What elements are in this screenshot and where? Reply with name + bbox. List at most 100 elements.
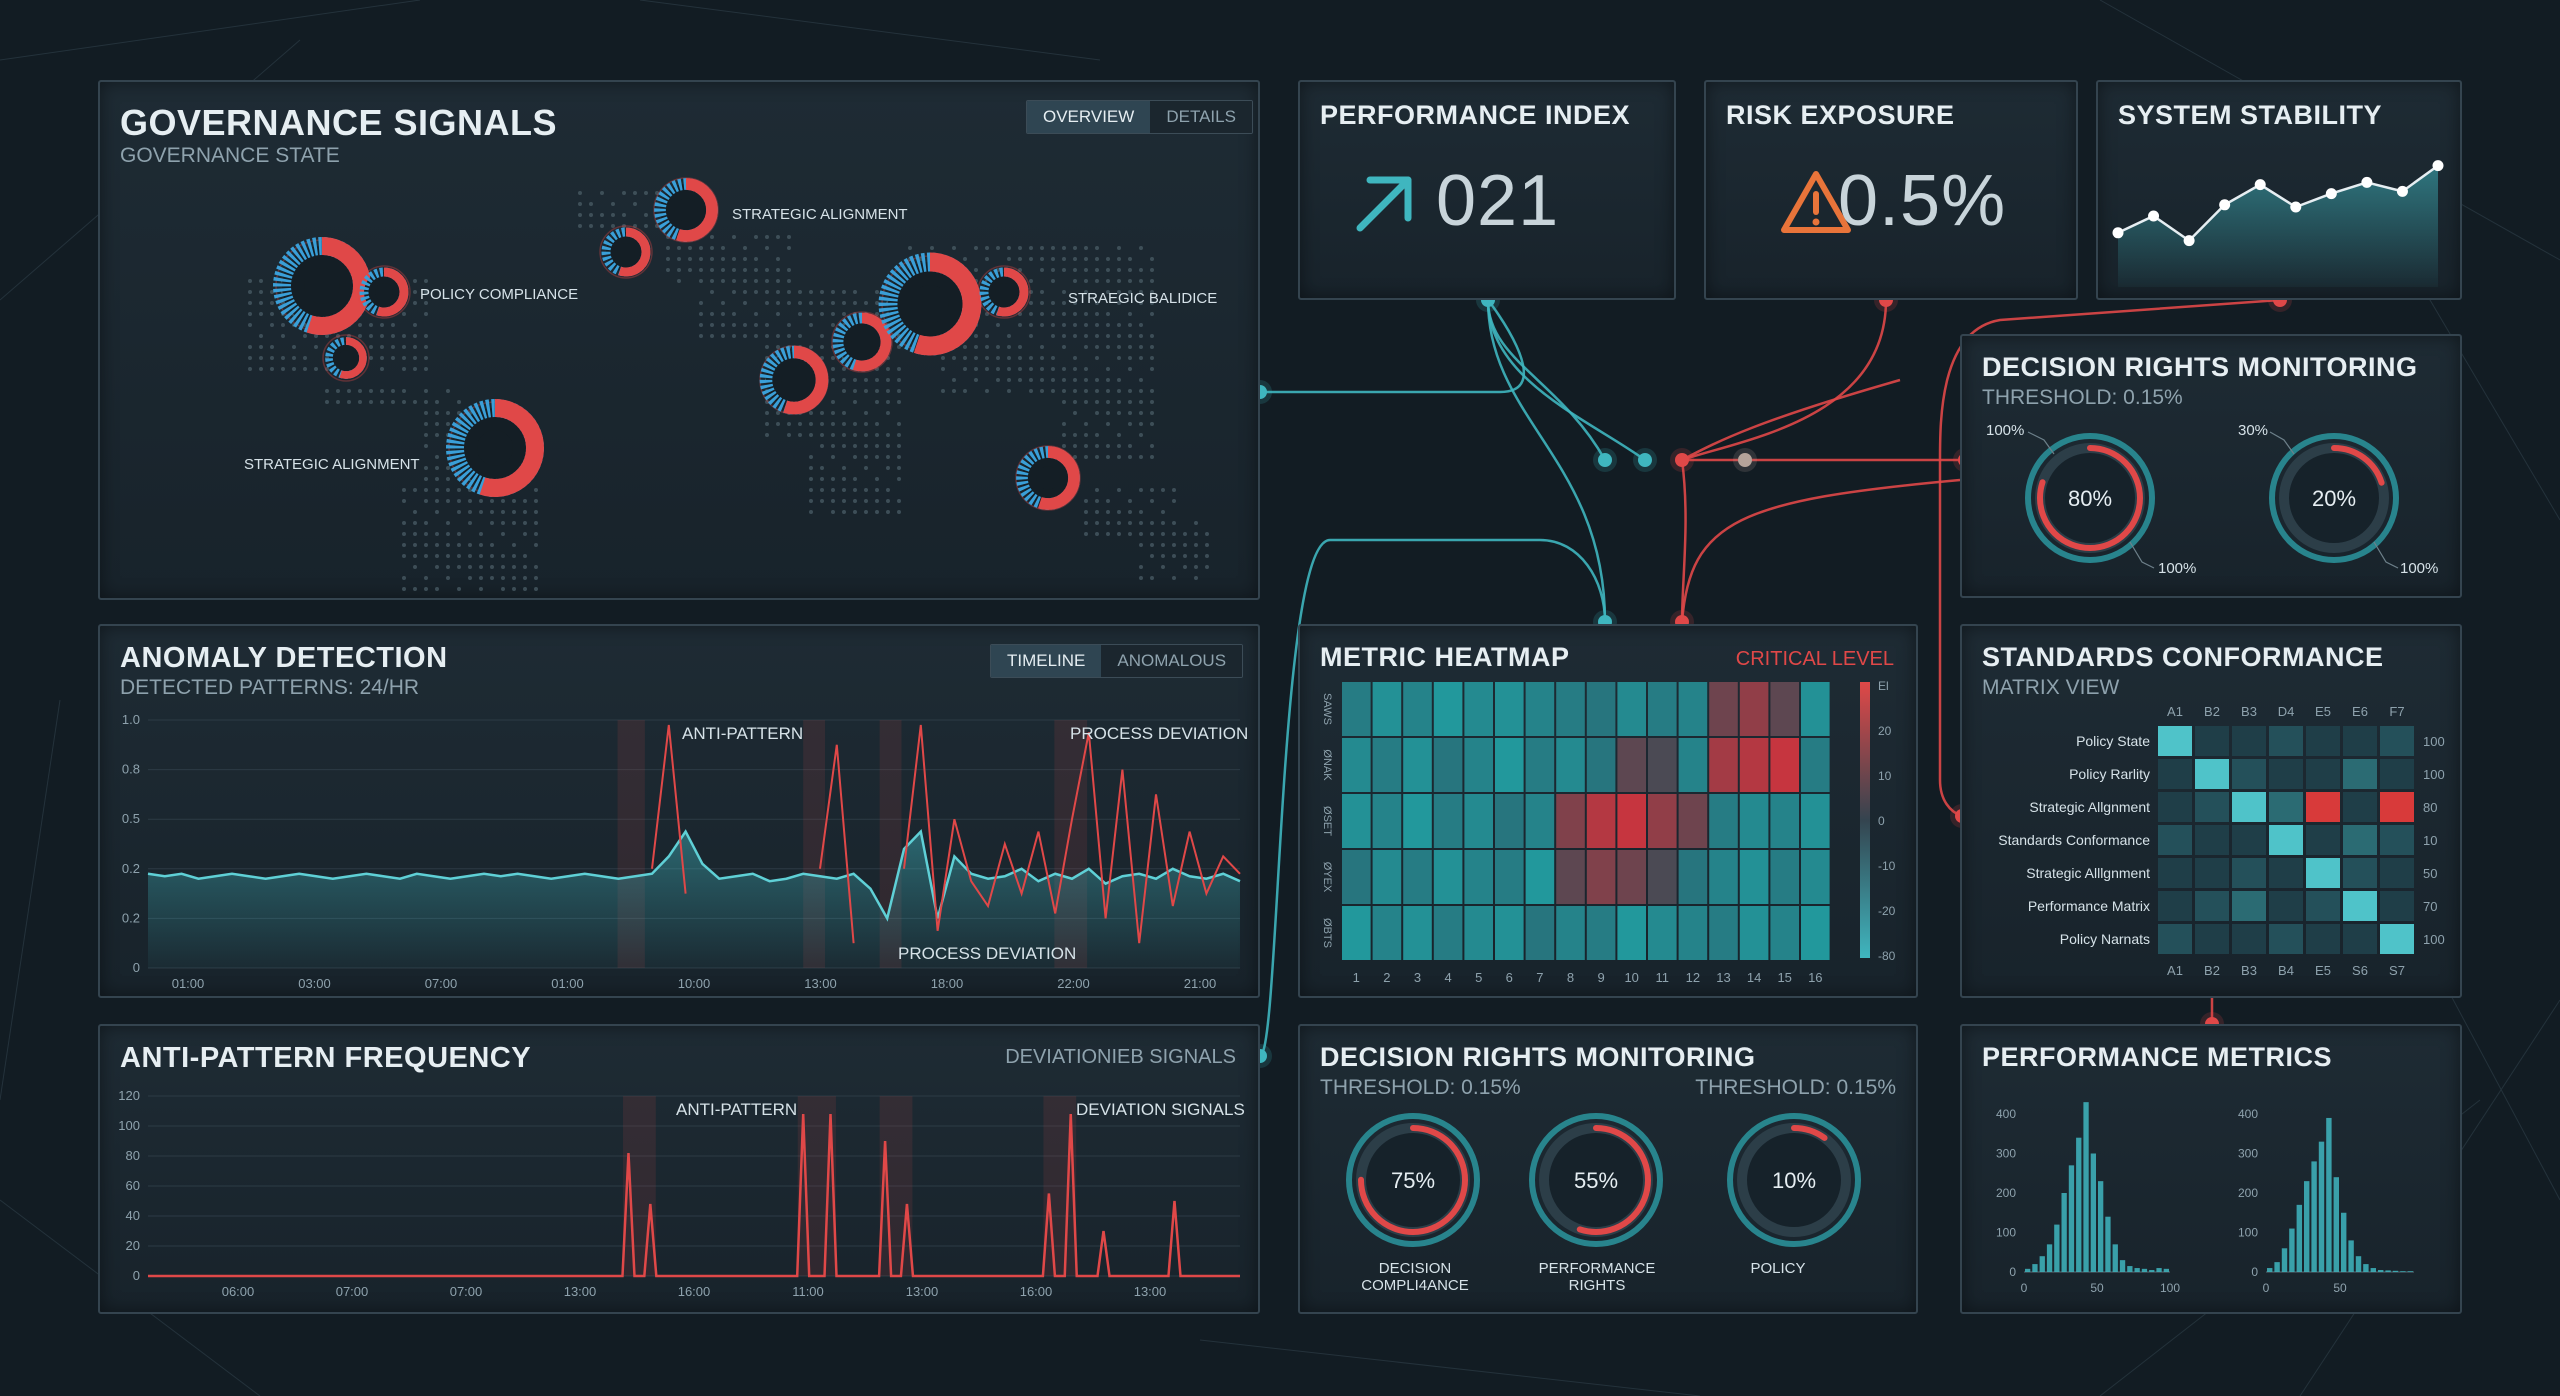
map-dot <box>1007 246 1011 250</box>
matrix-cell <box>2306 726 2340 756</box>
map-dot <box>710 334 714 338</box>
heatmap-cell <box>1739 906 1769 960</box>
map-dot <box>666 246 670 250</box>
gauge-b1-value: 75% <box>1391 1168 1435 1193</box>
matrix-cell <box>2380 726 2414 756</box>
map-dot <box>380 400 384 404</box>
heatmap-cell <box>1770 794 1799 848</box>
map-dot <box>413 345 417 349</box>
map-dot <box>424 301 428 305</box>
histogram-bar <box>2098 1181 2104 1272</box>
map-dot <box>1194 543 1198 547</box>
heatmap-cell <box>1801 738 1830 792</box>
map-dot <box>941 389 945 393</box>
map-dot <box>952 378 956 382</box>
map-dot <box>820 411 824 415</box>
histogram-bar <box>2370 1268 2376 1272</box>
conformance-matrix: A1 B2 B3 D4 E5 E6 F7 A1 B2 B3 B4 E5 S6 S7 Policy State… <box>1998 704 2445 978</box>
map-dot <box>523 576 527 580</box>
map-dot <box>1062 246 1066 250</box>
gauge-2-bottom-label: 100% <box>2400 560 2439 577</box>
heatmap-cell <box>1433 906 1463 960</box>
map-dot <box>435 543 439 547</box>
map-dot <box>534 587 538 591</box>
map-dot <box>765 246 769 250</box>
map-dot <box>468 499 472 503</box>
map-dot <box>468 521 472 525</box>
tab-overview[interactable]: OVERVIEW <box>1027 101 1151 133</box>
map-dot <box>479 565 483 569</box>
map-dot <box>842 477 846 481</box>
map-dot <box>1161 488 1165 492</box>
matrix-cell <box>2306 792 2340 822</box>
map-dot <box>1051 323 1055 327</box>
matrix-cell <box>2306 858 2340 888</box>
map-dot <box>1150 268 1154 272</box>
map-dot <box>1117 334 1121 338</box>
map-dot <box>1183 565 1187 569</box>
map-dot <box>457 532 461 536</box>
map-dot <box>479 576 483 580</box>
heatmap-cell <box>1495 738 1524 792</box>
map-dot <box>710 279 714 283</box>
map-dot <box>292 367 296 371</box>
map-dot <box>424 356 428 360</box>
heatmap-cell <box>1525 850 1555 904</box>
tab-anomalous[interactable]: ANOMALOUS <box>1101 645 1243 677</box>
map-dot <box>820 477 824 481</box>
map-dot <box>809 345 813 349</box>
map-dot <box>1128 367 1132 371</box>
matrix-cell <box>2269 924 2303 954</box>
map-dot <box>270 323 274 327</box>
map-dot <box>1117 455 1121 459</box>
map-dot <box>402 389 406 393</box>
mesh-line <box>639 0 1101 61</box>
map-dot <box>1150 543 1154 547</box>
map-dot <box>446 521 450 525</box>
row-value: 100 <box>2423 932 2445 947</box>
histogram-bar <box>2274 1262 2280 1272</box>
histogram-bar <box>2105 1216 2111 1272</box>
marker-core <box>911 285 949 323</box>
map-dot <box>699 301 703 305</box>
panel-title: METRIC HEATMAP <box>1320 642 1570 672</box>
col-footer: B4 <box>2278 963 2294 978</box>
tab-timeline[interactable]: TIMELINE <box>991 645 1102 677</box>
map-dot <box>435 565 439 569</box>
map-dot <box>842 378 846 382</box>
map-dot <box>402 576 406 580</box>
map-dot <box>380 323 384 327</box>
map-dot <box>446 488 450 492</box>
map-dot <box>842 301 846 305</box>
map-dot <box>1128 422 1132 426</box>
map-dot <box>886 510 890 514</box>
map-dot <box>1062 268 1066 272</box>
map-dot <box>743 301 747 305</box>
map-dot <box>754 257 758 261</box>
gauge-caption-performance-rights: PERFORMANCE RIGHTS <box>1538 1260 1656 1294</box>
heatmap-cell <box>1556 906 1585 960</box>
map-dot <box>886 444 890 448</box>
map-dot <box>853 477 857 481</box>
map-dot <box>446 422 450 426</box>
map-dot <box>666 268 670 272</box>
heatmap-cell <box>1372 794 1402 848</box>
map-dot <box>776 279 780 283</box>
map-dot <box>303 334 307 338</box>
map-dot <box>853 301 857 305</box>
y-tick-label: 1.0 <box>122 712 140 727</box>
decision-rights-monitoring-panel-top: DECISION RIGHTS MONITORING THRESHOLD: 0.… <box>1960 334 2462 598</box>
map-dot <box>1139 433 1143 437</box>
map-dot <box>721 312 725 316</box>
risk-exposure-card: RISK EXPOSURE 0.5% <box>1704 80 2078 300</box>
map-dot <box>809 510 813 514</box>
tab-details[interactable]: DETAILS <box>1150 101 1252 133</box>
map-dot <box>699 257 703 261</box>
sparkline-point <box>2432 160 2444 172</box>
map-dot <box>347 389 351 393</box>
x-tick-label: 21:00 <box>1184 976 1217 991</box>
map-dot <box>468 576 472 580</box>
map-dot <box>776 312 780 316</box>
map-dot <box>875 367 879 371</box>
map-dot <box>820 301 824 305</box>
